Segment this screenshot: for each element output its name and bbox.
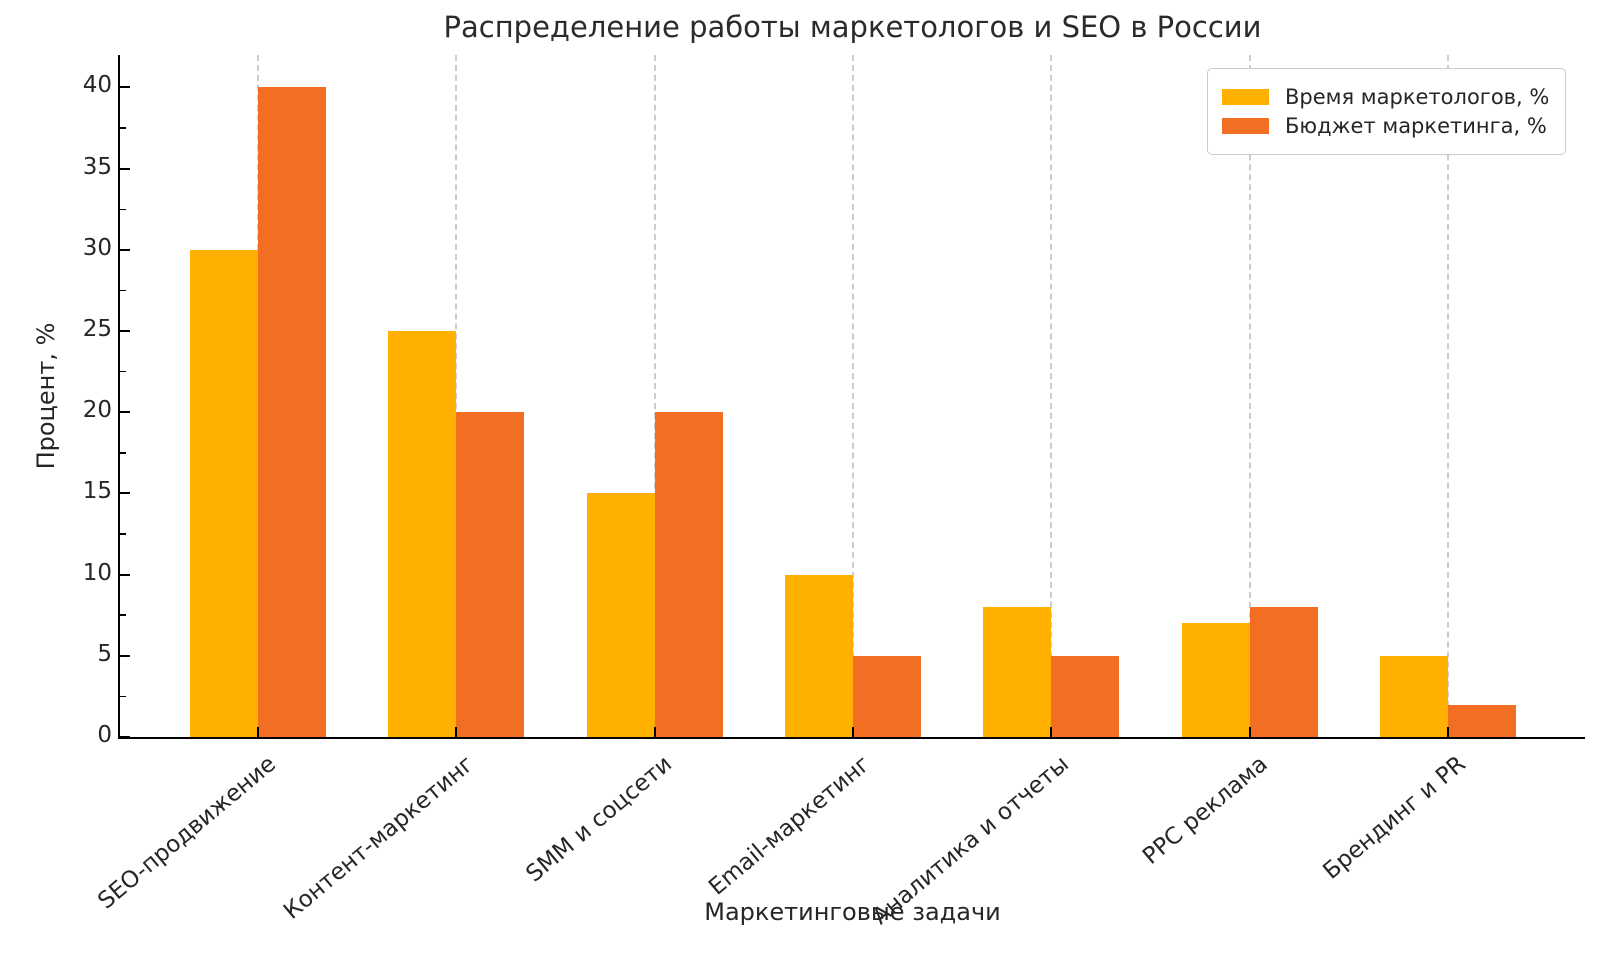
x-tick-label-text: PPC реклама xyxy=(1137,751,1273,870)
y-minor-tick-mark xyxy=(120,533,126,535)
y-minor-tick-mark xyxy=(120,127,126,129)
bar-budget-5 xyxy=(1051,655,1120,737)
chart-title: Распределение работы маркетологов и SEO … xyxy=(443,10,1262,44)
x-tick-mark xyxy=(257,727,259,737)
x-tick-mark xyxy=(1050,727,1053,737)
y-tick-mark xyxy=(120,86,130,89)
bar-time-2 xyxy=(388,331,457,737)
y-tick-mark xyxy=(120,248,130,251)
bar-time-6 xyxy=(1181,623,1250,737)
legend-label-2: Бюджет маркетинга, % xyxy=(1285,114,1547,138)
x-tick-label-text: Брендинг и PR xyxy=(1318,751,1471,885)
x-axis-spine xyxy=(118,737,1585,739)
bar-time-3 xyxy=(586,493,655,737)
legend-swatch-2 xyxy=(1222,118,1269,134)
y-tick-label: 40 xyxy=(82,72,112,99)
y-minor-tick-mark xyxy=(120,452,126,454)
y-tick-mark xyxy=(120,411,130,414)
y-tick-mark xyxy=(120,573,130,576)
legend-swatch-1 xyxy=(1222,89,1269,105)
y-tick-label: 0 xyxy=(97,722,112,748)
bar-time-7 xyxy=(1379,655,1448,737)
gridline xyxy=(1248,55,1251,737)
y-tick-label: 10 xyxy=(82,559,112,586)
y-tick-mark xyxy=(120,736,130,738)
plot-area: 0 5 10 15 20 25 30 35 40 SEO-продвижение Контент-м… xyxy=(83,55,1585,930)
x-tick-label-text: SEO-продвижение xyxy=(92,751,281,915)
y-tick-label: 30 xyxy=(82,234,112,261)
gridline xyxy=(653,55,656,737)
y-tick-mark xyxy=(120,330,130,333)
legend-entry-1: Время маркетологов, % xyxy=(1222,85,1549,109)
bar-time-4 xyxy=(784,574,853,737)
y-tick-label: 25 xyxy=(82,316,112,343)
x-tick-mark xyxy=(1248,727,1251,737)
bar-budget-3 xyxy=(654,412,723,737)
y-axis-spine xyxy=(118,55,120,739)
bar-budget-6 xyxy=(1249,607,1318,737)
y-minor-tick-mark xyxy=(120,370,126,373)
bar-budget-4 xyxy=(852,655,921,737)
y-tick-label: 20 xyxy=(82,397,112,424)
gridline xyxy=(1050,55,1053,737)
y-minor-tick-mark xyxy=(120,695,126,698)
x-tick-mark xyxy=(851,727,854,737)
gridline xyxy=(1446,55,1449,737)
legend-entry-2: Бюджет маркетинга, % xyxy=(1222,114,1549,138)
y-tick-label: 15 xyxy=(82,478,112,505)
legend-label-1: Время маркетологов, % xyxy=(1285,85,1550,109)
gridline xyxy=(455,55,458,737)
x-tick-label-text: SMM и соцсети xyxy=(521,751,678,888)
legend: Время маркетологов, % Бюджет маркетинга, … xyxy=(1207,68,1567,155)
x-tick-mark xyxy=(653,727,656,737)
gridline xyxy=(851,55,854,737)
y-minor-tick-mark xyxy=(120,614,126,616)
x-tick-label-text: Email-маркетинг xyxy=(704,751,876,901)
y-minor-tick-mark xyxy=(120,289,126,292)
y-tick-mark xyxy=(120,654,130,657)
y-tick-mark xyxy=(120,492,130,495)
bar-budget-1 xyxy=(258,87,326,737)
y-tick-mark xyxy=(120,167,130,170)
y-minor-tick-mark xyxy=(120,208,126,210)
x-tick-mark xyxy=(455,727,458,737)
x-axis-label: Маркетинговые задачи xyxy=(704,898,1001,926)
x-tick-mark xyxy=(1446,727,1449,737)
bar-budget-7 xyxy=(1447,704,1516,737)
bar-budget-2 xyxy=(456,412,525,737)
y-tick-label: 35 xyxy=(82,153,112,180)
bar-time-5 xyxy=(983,607,1052,737)
y-tick-label: 5 xyxy=(97,640,112,667)
y-axis-label: Процент, % xyxy=(32,322,60,470)
bar-time-1 xyxy=(190,249,258,737)
